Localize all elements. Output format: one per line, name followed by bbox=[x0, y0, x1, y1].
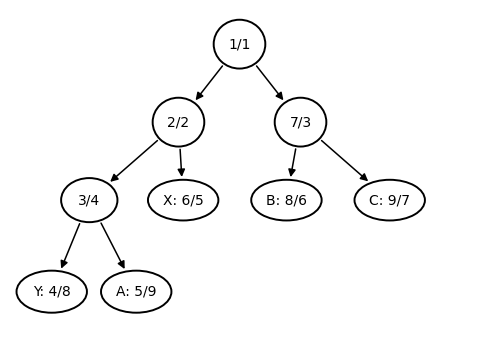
Text: 3/4: 3/4 bbox=[78, 193, 100, 207]
Ellipse shape bbox=[101, 271, 171, 313]
Text: Y: 4/8: Y: 4/8 bbox=[33, 285, 70, 299]
Ellipse shape bbox=[274, 98, 326, 147]
Text: 7/3: 7/3 bbox=[289, 115, 311, 129]
Text: X: 6/5: X: 6/5 bbox=[163, 193, 204, 207]
Ellipse shape bbox=[148, 180, 218, 220]
Ellipse shape bbox=[251, 180, 322, 220]
Ellipse shape bbox=[153, 98, 204, 147]
Text: 1/1: 1/1 bbox=[228, 37, 251, 51]
Ellipse shape bbox=[354, 180, 425, 220]
Text: B: 8/6: B: 8/6 bbox=[266, 193, 307, 207]
Ellipse shape bbox=[214, 20, 265, 69]
Text: C: 9/7: C: 9/7 bbox=[369, 193, 410, 207]
Text: 2/2: 2/2 bbox=[168, 115, 190, 129]
Ellipse shape bbox=[16, 271, 87, 313]
Text: A: 5/9: A: 5/9 bbox=[116, 285, 157, 299]
Ellipse shape bbox=[61, 178, 117, 222]
